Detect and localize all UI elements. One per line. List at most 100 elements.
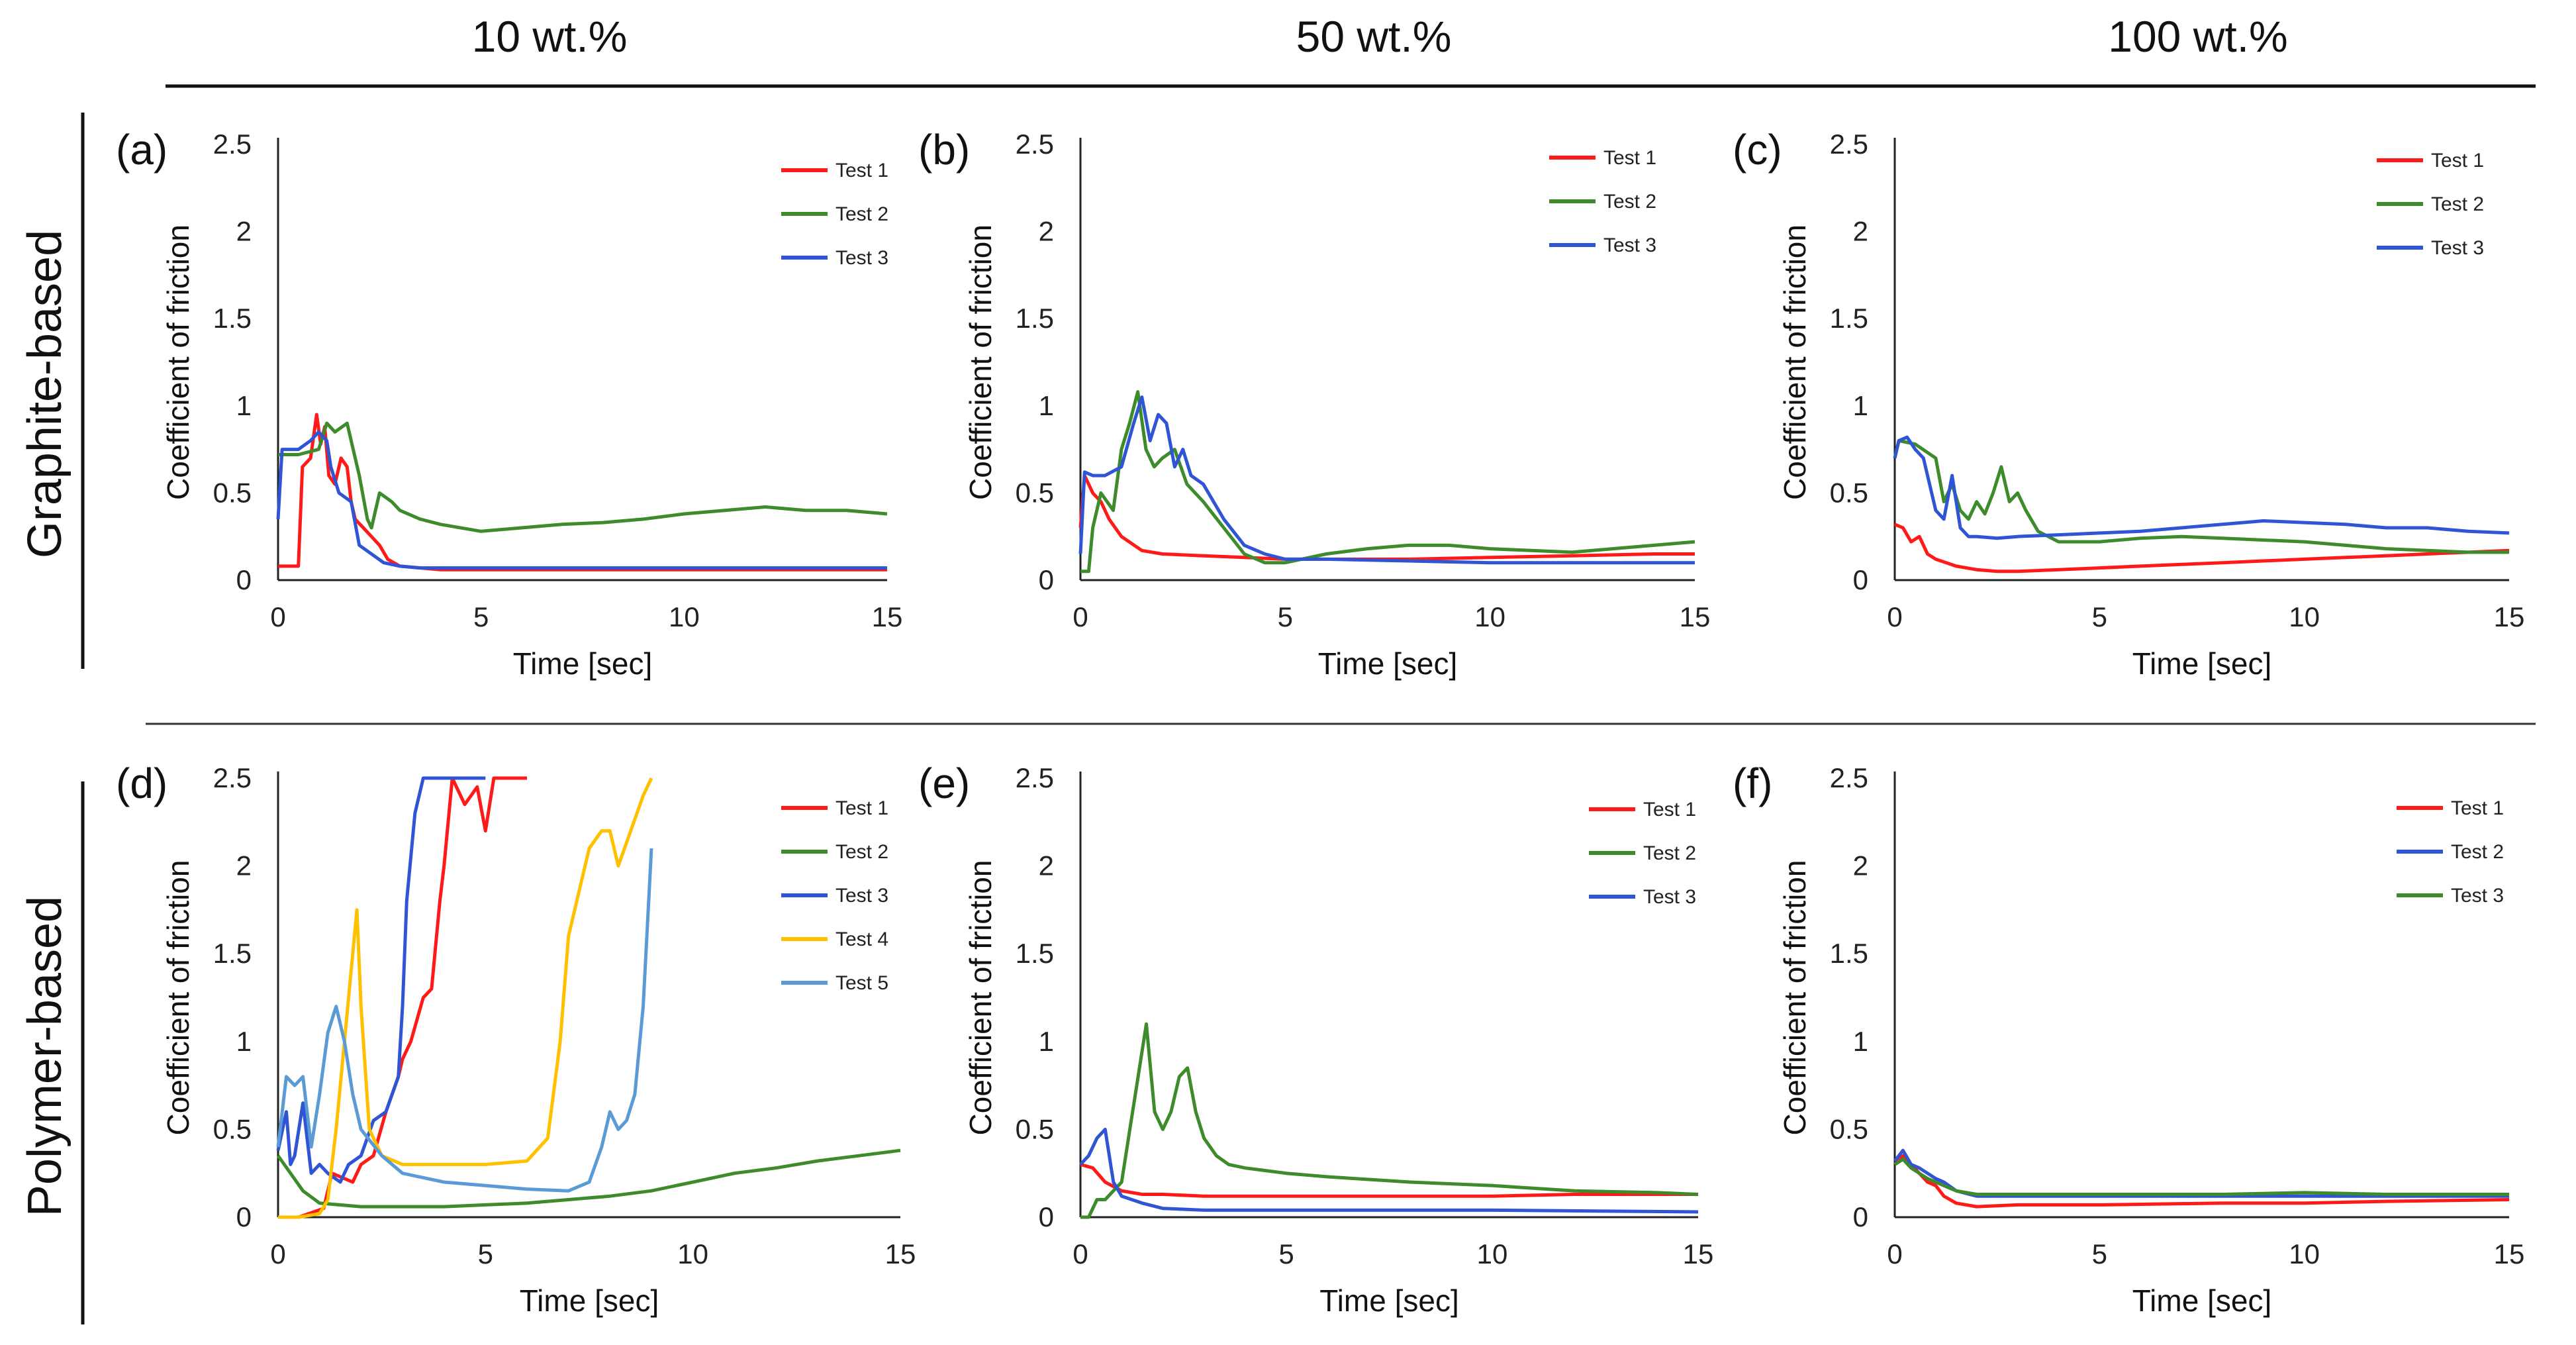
series-line-test-3 bbox=[1893, 435, 2510, 540]
y-axis-title: Coefficient of friction bbox=[963, 224, 998, 500]
x-tick-label: 5 bbox=[1278, 1238, 1294, 1270]
y-tick-label: 1 bbox=[236, 1026, 252, 1057]
series-line-test-2 bbox=[1893, 438, 2509, 554]
panel-label: (e) bbox=[918, 760, 970, 807]
x-axis-title: Time [sec] bbox=[520, 1283, 659, 1318]
legend-label: Test 3 bbox=[2431, 237, 2484, 259]
legend-label: Test 1 bbox=[2431, 150, 2484, 172]
x-axis-title: Time [sec] bbox=[1318, 646, 1457, 681]
legend-label: Test 1 bbox=[1643, 799, 1696, 821]
panel-label: (a) bbox=[116, 126, 167, 174]
legend-label: Test 1 bbox=[835, 797, 888, 819]
x-tick-label: 0 bbox=[1887, 601, 1902, 632]
y-tick-label: 0.5 bbox=[213, 1113, 252, 1144]
y-tick-label: 2 bbox=[1039, 850, 1054, 881]
legend: Test 1 Test 2 Test 3 bbox=[1589, 799, 1696, 908]
series-line-test-1 bbox=[1894, 523, 2510, 573]
x-tick-label: 0 bbox=[1887, 1238, 1902, 1270]
y-tick-label: 0 bbox=[1853, 564, 1868, 595]
y-tick-label: 2.5 bbox=[213, 762, 252, 793]
legend-label: Test 2 bbox=[1603, 191, 1656, 213]
legend: Test 1 Test 2 Test 3 bbox=[781, 160, 888, 269]
legend-label: Test 1 bbox=[1603, 147, 1656, 169]
series-line-test-1 bbox=[1893, 1154, 2510, 1209]
panel-label: (d) bbox=[116, 760, 167, 807]
series-line-test-1 bbox=[1080, 1162, 1698, 1198]
legend-label: Test 3 bbox=[835, 885, 888, 907]
y-tick-label: 0.5 bbox=[1830, 1113, 1868, 1144]
y-tick-label: 0 bbox=[1853, 1201, 1868, 1232]
y-tick-label: 1 bbox=[1039, 390, 1054, 421]
legend: Test 1 Test 2 Test 3 bbox=[1549, 147, 1656, 256]
y-tick-label: 0 bbox=[1039, 1201, 1054, 1232]
x-tick-label: 10 bbox=[2289, 601, 2320, 632]
y-tick-label: 1 bbox=[236, 390, 252, 421]
series-line-test-2 bbox=[1893, 1148, 2509, 1198]
series-line-test-2 bbox=[276, 1148, 901, 1209]
x-tick-label: 10 bbox=[1477, 1238, 1508, 1270]
x-tick-label: 5 bbox=[2092, 1238, 2107, 1270]
y-axis-title: Coefficient of friction bbox=[1778, 860, 1812, 1136]
x-tick-label: 0 bbox=[270, 1238, 285, 1270]
panel-b: (b) 0 0.5 1 1.5 2 2.5 0 5 10 15 Time [sec] Coefficie… bbox=[918, 126, 1710, 681]
y-tick-label: 2.5 bbox=[1016, 762, 1054, 793]
y-tick-label: 0 bbox=[236, 564, 252, 595]
y-tick-label: 1.5 bbox=[1016, 303, 1054, 334]
y-axis-title: Coefficient of friction bbox=[161, 224, 195, 500]
panel-a: (a) 0 0.5 1 1.5 2 2.5 0 5 10 15 Time [sec] Coefficie… bbox=[116, 126, 902, 681]
legend-label: Test 3 bbox=[835, 247, 888, 269]
y-tick-label: 0 bbox=[236, 1201, 252, 1232]
legend-label: Test 5 bbox=[835, 972, 888, 994]
legend-label: Test 1 bbox=[2451, 797, 2504, 819]
series-line-test-3 bbox=[276, 430, 887, 570]
y-tick-label: 0.5 bbox=[1016, 477, 1054, 508]
legend-label: Test 3 bbox=[1643, 886, 1696, 908]
x-tick-label: 15 bbox=[1683, 1238, 1714, 1270]
column-header-10: 10 wt.% bbox=[472, 12, 628, 61]
series-line-test-4 bbox=[278, 777, 653, 1219]
y-tick-label: 1.5 bbox=[213, 303, 252, 334]
y-tick-label: 2 bbox=[236, 850, 252, 881]
x-tick-label: 10 bbox=[669, 601, 700, 632]
y-axis-title: Coefficient of friction bbox=[1778, 224, 1812, 500]
y-axis-title: Coefficient of friction bbox=[963, 860, 998, 1136]
series-line-test-2 bbox=[1080, 1022, 1699, 1219]
y-tick-label: 1 bbox=[1853, 1026, 1868, 1057]
x-tick-label: 15 bbox=[885, 1238, 916, 1270]
legend-label: Test 2 bbox=[835, 203, 888, 225]
legend-label: Test 2 bbox=[2431, 193, 2484, 215]
row-label-graphite: Graphite-based bbox=[19, 230, 72, 558]
legend-label: Test 2 bbox=[2451, 841, 2504, 863]
y-tick-label: 2 bbox=[1039, 216, 1054, 247]
legend-label: Test 2 bbox=[835, 841, 888, 863]
panel-d: (d) 0 0.5 1 1.5 2 2.5 0 5 10 15 Time [sec] Coefficie… bbox=[116, 760, 916, 1318]
x-axis-title: Time [sec] bbox=[513, 646, 652, 681]
x-tick-label: 10 bbox=[1474, 601, 1505, 632]
y-tick-label: 1.5 bbox=[1830, 303, 1868, 334]
x-tick-label: 15 bbox=[1680, 601, 1711, 632]
x-tick-label: 0 bbox=[1073, 1238, 1088, 1270]
panel-label: (f) bbox=[1733, 760, 1772, 807]
legend: Test 1 Test 2 Test 3 Test 4 Test 5 bbox=[781, 797, 888, 994]
panel-f: (f) 0 0.5 1 1.5 2 2.5 0 5 10 15 Time [sec] Coefficie… bbox=[1733, 760, 2524, 1318]
x-tick-label: 10 bbox=[2289, 1238, 2320, 1270]
y-tick-label: 1 bbox=[1039, 1026, 1054, 1057]
x-axis-title: Time [sec] bbox=[2132, 646, 2271, 681]
column-header-50: 50 wt.% bbox=[1296, 12, 1452, 61]
y-tick-label: 1.5 bbox=[213, 938, 252, 969]
series-line-test-5 bbox=[276, 848, 653, 1193]
y-tick-label: 0.5 bbox=[1830, 477, 1868, 508]
x-tick-label: 5 bbox=[473, 601, 489, 632]
series-line-test-3 bbox=[276, 776, 486, 1184]
y-tick-label: 1 bbox=[1853, 390, 1868, 421]
y-tick-label: 2.5 bbox=[1830, 762, 1868, 793]
panel-c: (c) 0 0.5 1 1.5 2 2.5 0 5 10 15 Time [sec] Coefficie… bbox=[1733, 126, 2524, 681]
x-tick-label: 15 bbox=[2494, 601, 2525, 632]
panel-label: (b) bbox=[918, 126, 970, 174]
legend: Test 1 Test 2 Test 3 bbox=[2397, 797, 2504, 907]
x-tick-label: 15 bbox=[872, 601, 903, 632]
x-axis-title: Time [sec] bbox=[1319, 1283, 1458, 1318]
y-tick-label: 1.5 bbox=[1016, 938, 1054, 969]
